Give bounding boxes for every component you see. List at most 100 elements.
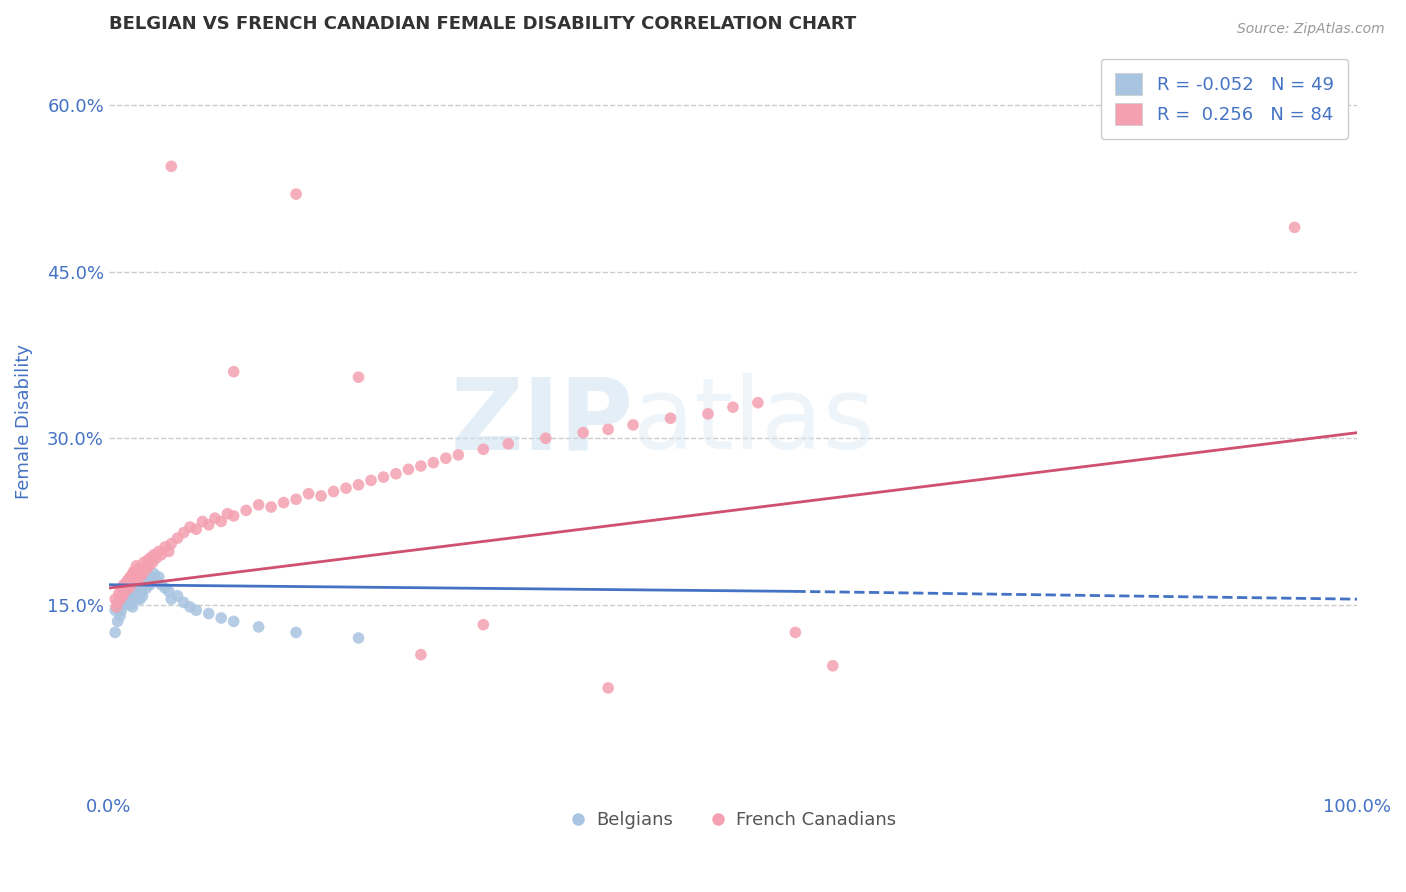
Point xyxy=(498,437,520,451)
Point xyxy=(598,422,620,436)
Point xyxy=(347,478,370,492)
Text: BELGIAN VS FRENCH CANADIAN FEMALE DISABILITY CORRELATION CHART: BELGIAN VS FRENCH CANADIAN FEMALE DISABI… xyxy=(108,15,856,33)
Point xyxy=(160,592,183,607)
Point xyxy=(104,625,127,640)
Point xyxy=(396,462,419,476)
Point xyxy=(132,556,155,570)
Point xyxy=(129,586,152,600)
Point xyxy=(122,574,145,588)
Point xyxy=(131,589,153,603)
Point xyxy=(197,517,219,532)
Point xyxy=(121,566,143,581)
Point xyxy=(129,570,152,584)
Point xyxy=(110,603,132,617)
Point xyxy=(118,586,141,600)
Point xyxy=(472,617,495,632)
Point xyxy=(153,581,176,595)
Text: atlas: atlas xyxy=(633,373,875,470)
Point xyxy=(360,474,382,488)
Legend: Belgians, French Canadians: Belgians, French Canadians xyxy=(562,804,904,837)
Y-axis label: Female Disability: Female Disability xyxy=(15,344,32,500)
Point xyxy=(115,592,138,607)
Point xyxy=(179,599,201,614)
Point xyxy=(150,548,173,562)
Point xyxy=(120,592,142,607)
Point xyxy=(209,611,232,625)
Point xyxy=(285,625,308,640)
Point xyxy=(173,525,195,540)
Point xyxy=(598,681,620,695)
Point xyxy=(347,370,370,384)
Point xyxy=(121,599,143,614)
Point xyxy=(166,589,188,603)
Point xyxy=(129,592,152,607)
Point xyxy=(111,589,134,603)
Point xyxy=(108,608,131,623)
Point xyxy=(108,598,131,612)
Point xyxy=(131,584,153,599)
Point xyxy=(118,581,141,595)
Point xyxy=(138,574,160,588)
Point xyxy=(785,625,807,640)
Point xyxy=(120,578,142,592)
Point xyxy=(136,553,159,567)
Point xyxy=(108,592,131,607)
Point xyxy=(108,586,131,600)
Point xyxy=(114,584,136,599)
Point xyxy=(145,574,167,588)
Point xyxy=(697,407,720,421)
Point xyxy=(117,574,139,588)
Point xyxy=(186,522,208,536)
Point xyxy=(260,500,283,514)
Point xyxy=(120,598,142,612)
Point xyxy=(160,159,183,173)
Point xyxy=(122,565,145,579)
Point xyxy=(127,592,149,607)
Point xyxy=(105,599,128,614)
Point xyxy=(747,395,769,409)
Point xyxy=(222,508,245,523)
Point xyxy=(409,458,432,473)
Point xyxy=(135,562,157,576)
Point xyxy=(247,620,270,634)
Point xyxy=(135,575,157,590)
Point xyxy=(153,540,176,554)
Point xyxy=(204,511,226,525)
Point xyxy=(235,503,257,517)
Point xyxy=(721,400,744,414)
Point xyxy=(142,556,165,570)
Point xyxy=(139,578,162,592)
Point xyxy=(186,603,208,617)
Point xyxy=(117,592,139,607)
Text: Source: ZipAtlas.com: Source: ZipAtlas.com xyxy=(1237,22,1385,37)
Point xyxy=(297,487,319,501)
Point xyxy=(127,566,149,581)
Point xyxy=(125,558,148,573)
Point xyxy=(114,598,136,612)
Point xyxy=(572,425,595,440)
Point xyxy=(179,520,201,534)
Point xyxy=(142,570,165,584)
Point xyxy=(132,578,155,592)
Point xyxy=(347,631,370,645)
Point xyxy=(821,658,844,673)
Point xyxy=(131,562,153,576)
Point xyxy=(139,551,162,566)
Point xyxy=(160,536,183,550)
Point xyxy=(217,507,239,521)
Point xyxy=(157,584,180,599)
Point xyxy=(422,456,444,470)
Point xyxy=(115,575,138,590)
Point xyxy=(197,607,219,621)
Point xyxy=(247,498,270,512)
Point xyxy=(112,578,135,592)
Point xyxy=(142,548,165,562)
Point xyxy=(124,584,146,599)
Point xyxy=(150,578,173,592)
Point xyxy=(409,648,432,662)
Point xyxy=(148,544,170,558)
Point xyxy=(273,495,295,509)
Point xyxy=(135,581,157,595)
Point xyxy=(1284,220,1306,235)
Point xyxy=(110,592,132,607)
